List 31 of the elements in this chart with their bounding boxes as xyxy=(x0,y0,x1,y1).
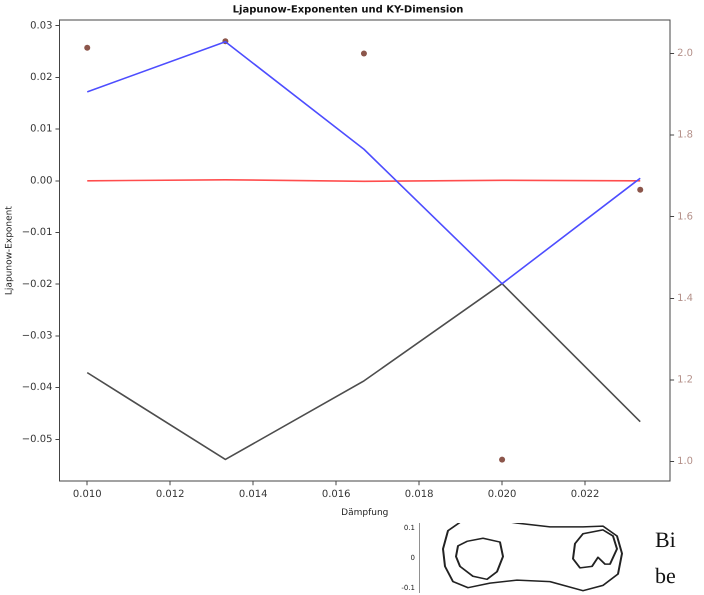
x-tick-label: 0.012 xyxy=(156,488,185,500)
y2-tick-label: 1.4 xyxy=(677,292,694,304)
y-tick-label: −0.05 xyxy=(22,434,52,445)
y-tick-label: −0.03 xyxy=(22,330,52,342)
y-tick-label: −0.01 xyxy=(22,227,52,238)
y2-tick-label: 1.2 xyxy=(677,374,694,386)
y-tick-label: 0.02 xyxy=(30,72,52,83)
x-tick-label: 0.010 xyxy=(72,488,102,500)
y2-tick-label: 2.0 xyxy=(677,48,694,60)
point xyxy=(637,186,644,193)
y2-tick-label: 1.6 xyxy=(677,211,694,222)
point xyxy=(499,456,506,463)
x-tick-label: 0.020 xyxy=(488,488,516,500)
x-tick-label: 0.022 xyxy=(570,488,600,500)
x-tick-label: 0.016 xyxy=(322,488,350,500)
y2-tick-label: 1.0 xyxy=(677,456,694,468)
x-tick-label: 0.014 xyxy=(238,488,268,500)
text: Bi xyxy=(655,526,676,554)
y-tick-label: 0.03 xyxy=(30,20,52,32)
y-tick-label: −0.02 xyxy=(22,278,52,290)
y-axis-title: Ljapunow-Exponent xyxy=(4,206,15,296)
x-axis-title: Dämpfung xyxy=(341,508,388,518)
y2-tick-label: 1.8 xyxy=(677,130,694,141)
y-tick-label: −0.04 xyxy=(22,382,52,394)
y-tick-label: 0.00 xyxy=(30,175,52,186)
x-tick-label: 0.018 xyxy=(404,488,434,500)
point xyxy=(360,50,367,56)
chart-title: Ljapunow-Exponenten und KY-Dimension xyxy=(232,4,464,16)
point xyxy=(84,44,90,51)
text: be xyxy=(655,562,676,590)
y-tick-label: 0.01 xyxy=(30,124,52,135)
